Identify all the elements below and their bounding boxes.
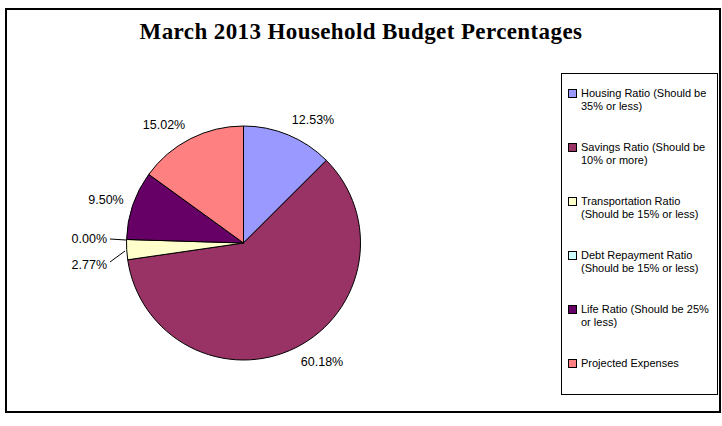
legend-label: Projected Expenses [581, 357, 679, 370]
slice-percentage-label: 9.50% [88, 193, 123, 207]
chart-canvas: March 2013 Household Budget Percentages … [0, 0, 722, 426]
legend-swatch-icon [568, 89, 577, 98]
legend-label: Debt Repayment Ratio (Should be 15% or l… [581, 249, 714, 275]
legend-label: Transportation Ratio (Should be 15% or l… [581, 195, 714, 221]
legend-item: Debt Repayment Ratio (Should be 15% or l… [568, 249, 714, 275]
slice-percentage-label: 2.77% [72, 258, 107, 272]
legend-item: Housing Ratio (Should be 35% or less) [568, 87, 714, 113]
legend-swatch-icon [568, 251, 577, 260]
legend-swatch-icon [568, 197, 577, 206]
legend: Housing Ratio (Should be 35% or less) Sav… [561, 73, 718, 395]
legend-item: Projected Expenses [568, 357, 714, 370]
slice-percentage-label: 12.53% [292, 113, 334, 127]
legend-swatch-icon [568, 305, 577, 314]
legend-swatch-icon [568, 143, 577, 152]
slice-percentage-label: 0.00% [72, 232, 107, 246]
slice-percentage-label: 15.02% [143, 118, 185, 132]
legend-item: Transportation Ratio (Should be 15% or l… [568, 195, 714, 221]
label-leader-line [110, 239, 126, 240]
legend-label: Life Ratio (Should be 25% or less) [581, 303, 714, 329]
legend-item: Life Ratio (Should be 25% or less) [568, 303, 714, 329]
label-leader-line [110, 251, 125, 262]
legend-item: Savings Ratio (Should be 10% or more) [568, 141, 714, 167]
legend-swatch-icon [568, 359, 577, 368]
legend-label: Savings Ratio (Should be 10% or more) [581, 141, 714, 167]
slice-percentage-label: 60.18% [301, 355, 343, 369]
legend-label: Housing Ratio (Should be 35% or less) [581, 87, 714, 113]
